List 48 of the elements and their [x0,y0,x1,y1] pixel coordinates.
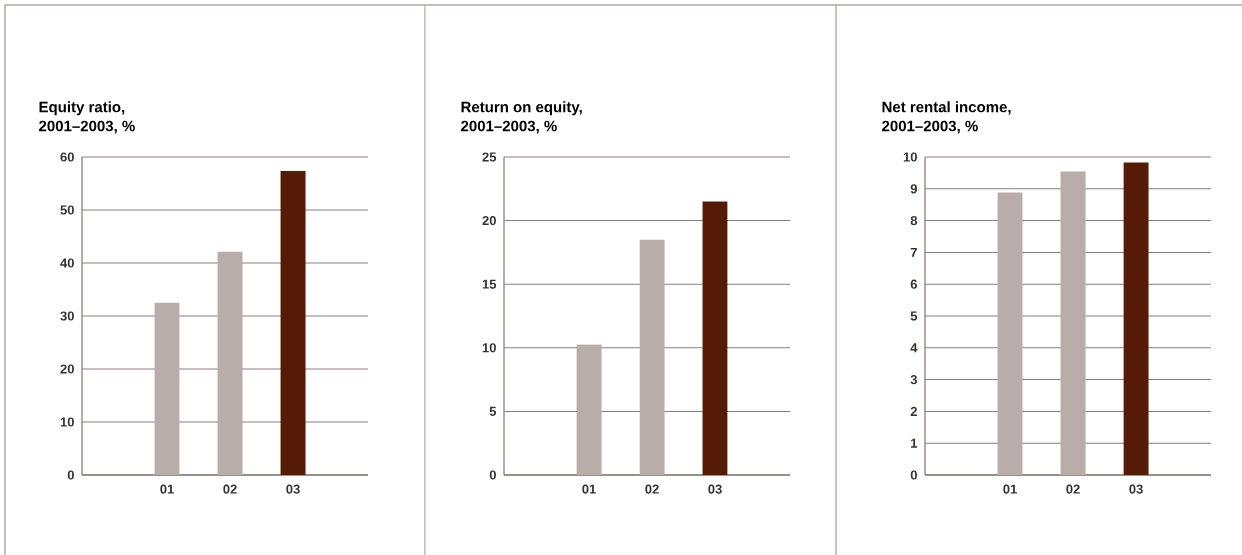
chart-title: Return on equity, [461,101,582,116]
bar [154,302,180,475]
y-tick-label: 8 [910,215,918,226]
y-tick-label: 10 [903,152,917,162]
x-tick-label: 01 [582,484,596,494]
y-tick-label: 20 [60,364,74,374]
y-tick-label: 2 [910,406,917,416]
x-tick-label: 01 [160,484,174,494]
chart-title: Net rental income, [882,101,1011,115]
chart-subtitle: 2001–2003, % [461,120,557,134]
y-tick-label: 0 [489,470,496,480]
chart-title: Equity ratio, [39,101,125,116]
y-tick-label: 50 [60,205,74,215]
bar [639,239,665,475]
y-tick-label: 1 [911,438,918,448]
y-tick-label: 6 [910,279,918,289]
y-tick-label: 20 [482,215,496,226]
y-tick-label: 0 [67,470,74,480]
y-tick-label: 3 [910,374,918,385]
y-tick-label: 10 [60,417,74,427]
bar [217,251,243,475]
y-tick-label: 5 [489,406,497,416]
y-tick-label: 5 [910,311,918,321]
x-tick-label: 03 [708,484,722,494]
x-tick-label: 01 [1003,484,1017,494]
chart-subtitle: 2001–2003, % [39,120,135,134]
y-tick-label: 15 [482,279,497,289]
y-tick-label: 30 [60,311,74,321]
y-tick-label: 0 [910,470,917,480]
y-tick-label: 60 [60,152,74,162]
x-tick-label: 03 [1129,484,1143,494]
x-tick-label: 02 [1066,484,1080,494]
bar [1123,162,1149,475]
x-tick-label: 02 [645,484,659,494]
bar [576,344,602,475]
x-tick-label: 02 [223,484,237,494]
x-tick-label: 03 [286,484,300,494]
chart-subtitle: 2001–2003, % [882,120,978,134]
bar [1060,171,1086,475]
y-tick-label: 9 [910,184,917,194]
y-tick-label: 40 [60,258,74,268]
y-tick-label: 7 [910,247,917,257]
y-tick-label: 25 [482,152,497,162]
bar [997,192,1023,475]
bar [702,201,728,475]
bar [280,170,306,475]
y-tick-label: 4 [910,343,918,353]
y-tick-label: 10 [482,343,496,353]
